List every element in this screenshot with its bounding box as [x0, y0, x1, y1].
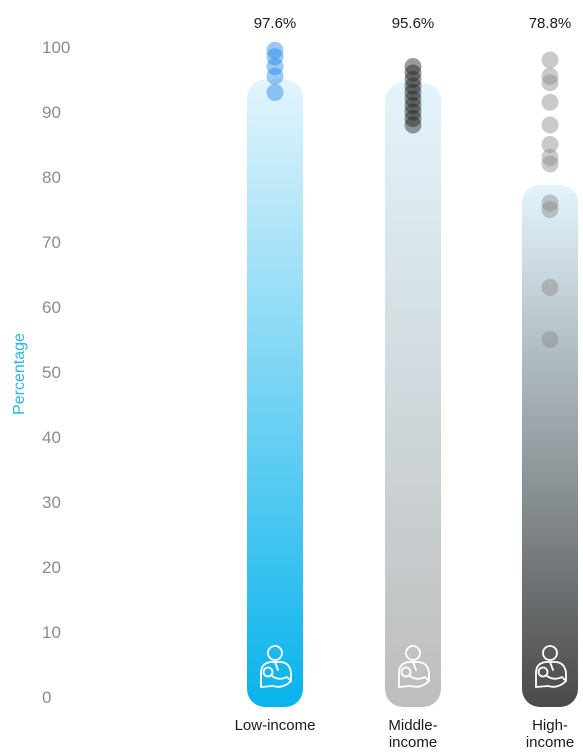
category-label-middle: Middle-income [388, 717, 437, 751]
bar-group-low: 97.6% Low-income [235, 15, 316, 734]
data-dot [266, 48, 284, 66]
data-dot [404, 97, 422, 114]
y-tick-label: 20 [42, 558, 61, 577]
data-dot [541, 155, 559, 173]
data-dot [541, 93, 559, 111]
category-label-low: Low-income [235, 717, 316, 734]
data-dot [404, 110, 422, 127]
data-dot [404, 84, 422, 101]
data-dot [541, 136, 559, 153]
category-label-high: High-income [526, 717, 574, 751]
y-tick-label: 30 [42, 493, 61, 512]
y-tick-label: 10 [42, 623, 61, 642]
y-tick-label: 60 [42, 298, 61, 317]
data-dot [404, 77, 422, 95]
data-dot [541, 194, 559, 212]
bar-group-middle: 95.6% Middle-income [385, 15, 441, 751]
data-dot [541, 201, 559, 218]
value-label-high: 78.8% [529, 15, 572, 32]
value-label-low: 97.6% [254, 15, 297, 32]
y-tick-label: 80 [42, 168, 61, 187]
bars: 97.6% Low-income 95.6% Middle-income 78.8% Hi… [235, 15, 578, 751]
data-dot [404, 103, 422, 121]
data-dot [541, 74, 559, 92]
data-dot [404, 71, 422, 88]
data-dot [404, 58, 422, 75]
data-dot [541, 149, 559, 166]
data-dot [266, 84, 284, 101]
y-tick-label: 100 [42, 38, 70, 57]
data-dot [541, 67, 559, 85]
y-tick-label: 50 [42, 363, 61, 382]
data-dot [404, 116, 422, 134]
data-dot [404, 90, 422, 108]
data-dot [541, 279, 559, 296]
data-dot [404, 64, 422, 82]
mother-breastfeeding-icon [260, 645, 292, 688]
data-dot [541, 51, 559, 69]
y-axis-ticks: 0 10 20 30 40 50 60 70 80 90 100 [42, 38, 70, 707]
data-dot [266, 58, 284, 75]
y-tick-label: 70 [42, 233, 61, 252]
y-tick-label: 0 [42, 688, 51, 707]
y-tick-label: 40 [42, 428, 61, 447]
data-dot [541, 116, 559, 134]
value-label-middle: 95.6% [392, 15, 435, 32]
data-dot [541, 331, 559, 348]
bar-high [522, 184, 578, 708]
bar-group-high: 78.8% High-income [522, 15, 578, 751]
mother-breastfeeding-icon [398, 645, 430, 688]
y-tick-label: 90 [42, 103, 61, 122]
mother-breastfeeding-icon [535, 645, 567, 688]
data-dot [266, 67, 284, 85]
data-dot [266, 41, 284, 59]
y-axis-label: Percentage [11, 333, 28, 415]
bar-middle [385, 82, 441, 707]
bar-low [247, 79, 303, 707]
